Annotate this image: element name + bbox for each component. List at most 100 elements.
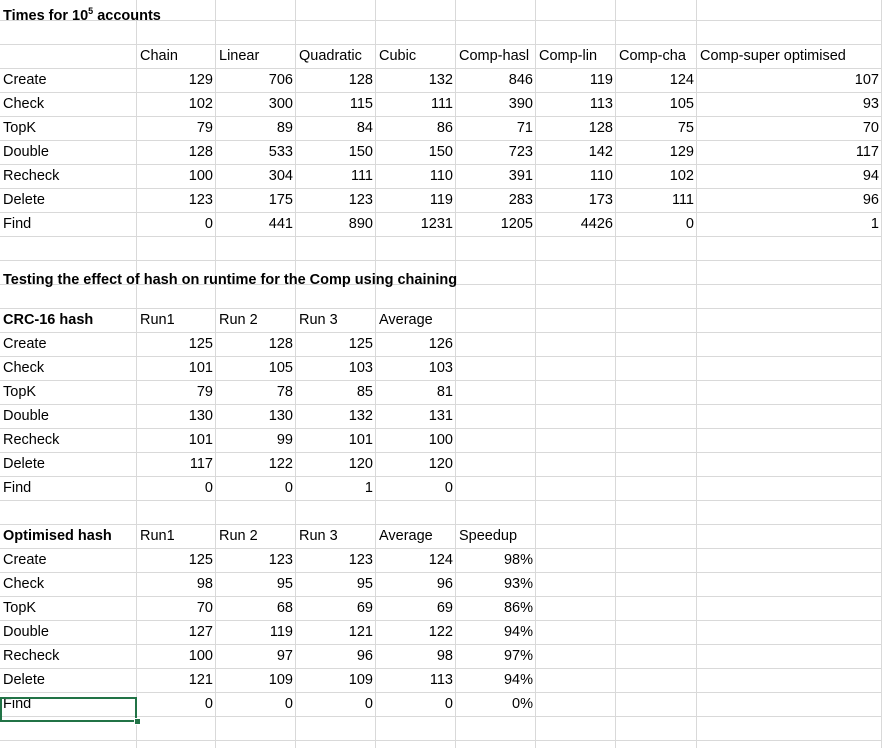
data-cell[interactable]: 93 <box>862 96 879 112</box>
row-label[interactable]: Check <box>3 360 45 376</box>
data-cell[interactable]: 125 <box>188 552 213 568</box>
data-cell[interactable]: 128 <box>348 72 373 88</box>
data-cell[interactable]: 124 <box>669 72 694 88</box>
fill-handle[interactable] <box>134 718 141 725</box>
column-header[interactable]: Comp-hasl <box>459 48 530 64</box>
data-cell[interactable]: 119 <box>269 624 293 640</box>
data-cell[interactable]: 95 <box>276 576 293 592</box>
data-cell[interactable]: 69 <box>356 600 373 616</box>
data-cell[interactable]: 283 <box>508 192 533 208</box>
data-cell[interactable]: 98% <box>503 552 533 568</box>
row-label[interactable]: Recheck <box>3 648 60 664</box>
data-cell[interactable]: 130 <box>188 408 213 424</box>
data-cell[interactable]: 150 <box>348 144 373 160</box>
data-cell[interactable]: 175 <box>268 192 293 208</box>
data-cell[interactable]: 127 <box>188 624 213 640</box>
data-cell[interactable]: 129 <box>669 144 694 160</box>
data-cell[interactable]: 533 <box>268 144 293 160</box>
data-cell[interactable]: 122 <box>268 456 293 472</box>
row-label[interactable]: Create <box>3 552 47 568</box>
data-cell[interactable]: 131 <box>428 408 453 424</box>
row-label[interactable]: Delete <box>3 672 45 688</box>
data-cell[interactable]: 1 <box>364 480 373 496</box>
data-cell[interactable]: 110 <box>429 168 453 184</box>
data-cell[interactable]: 120 <box>428 456 453 472</box>
data-cell[interactable]: 1231 <box>420 216 453 232</box>
data-cell[interactable]: 130 <box>268 408 293 424</box>
data-cell[interactable]: 96 <box>862 192 879 208</box>
data-cell[interactable]: 97 <box>276 648 293 664</box>
row-label[interactable]: TopK <box>3 384 37 400</box>
data-cell[interactable]: 111 <box>350 168 373 184</box>
data-cell[interactable]: 123 <box>348 192 373 208</box>
column-header[interactable]: Comp-lin <box>539 48 598 64</box>
data-cell[interactable]: 109 <box>348 672 373 688</box>
row-label[interactable]: Check <box>3 576 45 592</box>
row-label[interactable]: Double <box>3 144 49 160</box>
column-header[interactable]: Run 2 <box>219 528 258 544</box>
column-header[interactable]: Quadratic <box>299 48 362 64</box>
column-header[interactable]: Comp-super optimised <box>700 48 846 64</box>
row-label[interactable]: TopK <box>3 600 37 616</box>
data-cell[interactable]: 70 <box>862 120 879 136</box>
data-cell[interactable]: 68 <box>276 600 293 616</box>
data-cell[interactable]: 1205 <box>500 216 533 232</box>
data-cell[interactable]: 100 <box>428 432 453 448</box>
row-label[interactable]: Find <box>3 480 32 496</box>
data-cell[interactable]: 0 <box>204 480 213 496</box>
data-cell[interactable]: 84 <box>356 120 373 136</box>
data-cell[interactable]: 102 <box>188 96 213 112</box>
row-label[interactable]: Delete <box>3 456 45 472</box>
data-cell[interactable]: 94 <box>862 168 879 184</box>
data-cell[interactable]: 123 <box>268 552 293 568</box>
data-cell[interactable]: 81 <box>436 384 453 400</box>
data-cell[interactable]: 1 <box>870 216 879 232</box>
data-cell[interactable]: 100 <box>188 168 213 184</box>
data-cell[interactable]: 111 <box>671 192 694 208</box>
data-cell[interactable]: 99 <box>276 432 293 448</box>
data-cell[interactable]: 101 <box>188 432 213 448</box>
data-cell[interactable]: 0 <box>204 696 213 712</box>
data-cell[interactable]: 75 <box>677 120 694 136</box>
data-cell[interactable]: 120 <box>348 456 373 472</box>
column-header[interactable]: Run 2 <box>219 312 258 328</box>
data-cell[interactable]: 126 <box>428 336 453 352</box>
row-label[interactable]: Double <box>3 408 49 424</box>
data-cell[interactable]: 0 <box>444 480 453 496</box>
data-cell[interactable]: 706 <box>268 72 293 88</box>
data-cell[interactable]: 79 <box>196 384 213 400</box>
row-label[interactable]: TopK <box>3 120 37 136</box>
data-cell[interactable]: 441 <box>268 216 293 232</box>
column-header[interactable]: Linear <box>219 48 260 64</box>
column-header[interactable]: Run1 <box>140 528 175 544</box>
row-label[interactable]: Find <box>3 216 32 232</box>
data-cell[interactable]: 132 <box>428 72 453 88</box>
column-header[interactable]: Run 3 <box>299 528 338 544</box>
data-cell[interactable]: 105 <box>669 96 694 112</box>
data-cell[interactable]: 390 <box>508 96 533 112</box>
data-cell[interactable]: 173 <box>588 192 613 208</box>
data-cell[interactable]: 94% <box>503 672 533 688</box>
row-label[interactable]: Create <box>3 336 47 352</box>
data-cell[interactable]: 123 <box>348 552 373 568</box>
row-label[interactable]: Check <box>3 96 45 112</box>
data-cell[interactable]: 128 <box>188 144 213 160</box>
data-cell[interactable]: 95 <box>356 576 373 592</box>
data-cell[interactable]: 150 <box>428 144 453 160</box>
data-cell[interactable]: 117 <box>855 144 879 160</box>
data-cell[interactable]: 0 <box>284 696 293 712</box>
data-cell[interactable]: 122 <box>428 624 453 640</box>
data-cell[interactable]: 129 <box>188 72 213 88</box>
data-cell[interactable]: 103 <box>428 360 453 376</box>
data-cell[interactable]: 105 <box>268 360 293 376</box>
data-cell[interactable]: 100 <box>188 648 213 664</box>
data-cell[interactable]: 115 <box>349 96 373 112</box>
data-cell[interactable]: 101 <box>188 360 213 376</box>
data-cell[interactable]: 98 <box>196 576 213 592</box>
data-cell[interactable]: 97% <box>503 648 533 664</box>
data-cell[interactable]: 85 <box>356 384 373 400</box>
data-cell[interactable]: 0 <box>364 696 373 712</box>
data-cell[interactable]: 102 <box>669 168 694 184</box>
data-cell[interactable]: 71 <box>516 120 533 136</box>
